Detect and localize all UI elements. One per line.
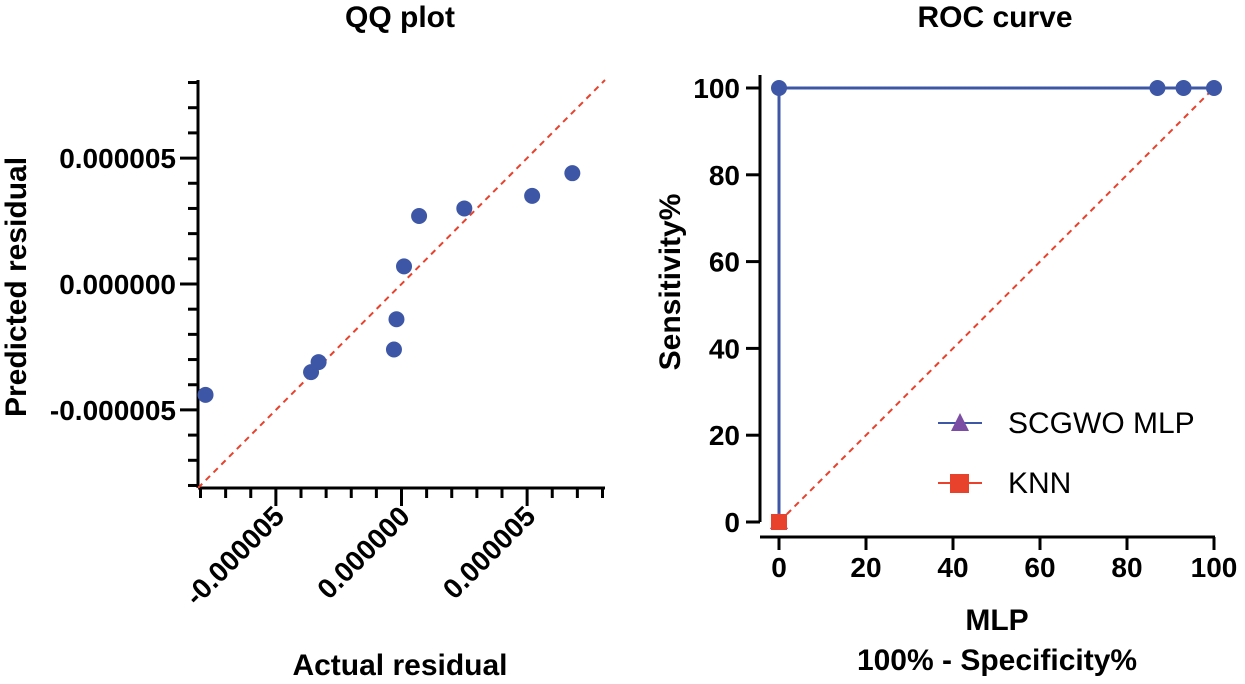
qq-point — [310, 354, 327, 371]
legend-label-knn: KNN — [1008, 467, 1071, 500]
qq-x-tick-label: 0.000005 — [437, 500, 542, 605]
legend-square-icon — [950, 474, 969, 493]
roc-point-scgwo-mlp — [1149, 80, 1166, 96]
roc-y-tick-label: 100 — [693, 73, 740, 104]
qq-title: QQ plot — [345, 1, 455, 34]
roc-ticks: 0 20 40 60 80 100 0 20 40 60 80 100 — [693, 73, 1237, 583]
qq-point — [564, 165, 581, 182]
qq-point — [411, 208, 428, 224]
qq-minor-ticks — [188, 81, 604, 498]
qq-point — [385, 341, 402, 358]
qq-plot-panel: QQ plot Actual residual Predicted residu… — [0, 1, 606, 682]
roc-y-tick-label: 20 — [709, 420, 740, 451]
roc-x-axis-label-line1: MLP — [965, 604, 1028, 637]
roc-x-axis-label-line2: 100% - Specificity% — [857, 644, 1137, 677]
qq-x-tick-label: 0.000000 — [311, 500, 416, 605]
qq-y-axis-label: Predicted residual — [0, 157, 33, 417]
roc-title: ROC curve — [917, 1, 1072, 34]
roc-y-tick-label: 80 — [709, 160, 740, 191]
qq-reference-line — [197, 79, 606, 489]
roc-point-scgwo-mlp — [771, 80, 787, 96]
roc-series — [770, 80, 1222, 530]
qq-point — [456, 200, 473, 217]
roc-x-tick-label: 40 — [937, 552, 968, 583]
qq-point — [197, 386, 214, 403]
roc-curve-panel: ROC curve MLP 100% - Specificity% Sensit… — [654, 1, 1237, 677]
roc-legend: SCGWO MLP KNN — [938, 407, 1195, 500]
qq-x-tick-label: -0.000005 — [179, 500, 290, 611]
roc-x-tick-label: 60 — [1024, 552, 1055, 583]
roc-x-tick-label: 100 — [1191, 552, 1238, 583]
roc-point-scgwo-mlp — [1206, 80, 1222, 96]
roc-y-tick-label: 0 — [724, 507, 740, 538]
legend-label-scgwo-mlp: SCGWO MLP — [1008, 407, 1195, 440]
qq-y-tick-label: 0.000000 — [59, 269, 176, 300]
qq-point — [396, 258, 413, 275]
roc-x-tick-label: 0 — [771, 552, 787, 583]
qq-point — [524, 187, 541, 204]
qq-point — [388, 311, 405, 328]
legend-triangle-icon — [951, 413, 969, 431]
roc-y-tick-label: 60 — [709, 247, 740, 278]
roc-reference-line — [778, 87, 1215, 523]
roc-point-scgwo-mlp — [1175, 80, 1192, 96]
roc-y-axis-label: Sensitivity% — [654, 194, 687, 371]
qq-y-tick-label: 0.000005 — [59, 143, 176, 174]
legend-entry-knn: KNN — [938, 467, 1071, 500]
roc-y-tick-label: 40 — [709, 333, 740, 364]
roc-x-tick-label: 80 — [1111, 552, 1142, 583]
qq-y-tick-label: -0.000005 — [50, 395, 176, 426]
roc-marker-knn — [771, 514, 787, 530]
qq-x-axis-label: Actual residual — [292, 649, 507, 682]
qq-points — [197, 165, 581, 403]
roc-x-tick-label: 20 — [850, 552, 881, 583]
legend-entry-scgwo-mlp: SCGWO MLP — [938, 407, 1195, 440]
